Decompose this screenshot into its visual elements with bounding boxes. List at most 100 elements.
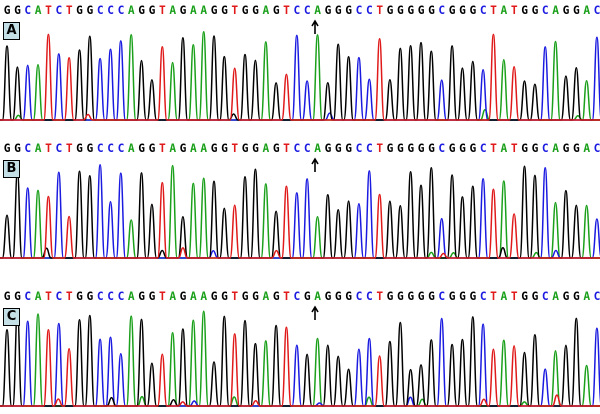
base-call: G — [521, 290, 528, 303]
base-call: G — [324, 290, 332, 303]
base-call: G — [324, 4, 332, 17]
base-call: G — [138, 4, 145, 17]
base-call: G — [252, 290, 259, 303]
trace-channel-c — [0, 317, 600, 407]
base-call: A — [500, 290, 508, 303]
base-call: G — [148, 142, 156, 155]
base-call: A — [190, 4, 197, 17]
base-call: C — [303, 142, 311, 155]
base-call: C — [541, 142, 549, 155]
base-call: G — [448, 290, 456, 303]
base-call: C — [479, 142, 487, 155]
base-call: G — [397, 4, 404, 17]
base-call: A — [200, 290, 207, 303]
trace-channel-g — [0, 311, 600, 407]
base-call: G — [407, 4, 414, 17]
trace-channel-t — [0, 181, 600, 259]
base-call: G — [469, 4, 477, 17]
base-call: G — [221, 290, 228, 303]
base-call: C — [55, 4, 63, 17]
base-call: C — [293, 142, 301, 155]
base-call: A — [34, 290, 42, 303]
base-call: A — [190, 142, 197, 155]
base-call: C — [593, 142, 600, 155]
base-call: G — [221, 4, 228, 17]
base-call: C — [107, 4, 114, 17]
trace-channel-t — [0, 33, 600, 121]
base-call: G — [86, 142, 94, 155]
base-call: A — [190, 290, 197, 303]
base-call: G — [221, 142, 228, 155]
trace-channel-t — [0, 326, 600, 407]
trace-channel-a — [0, 31, 600, 121]
base-call: G — [459, 290, 466, 303]
base-call: G — [303, 290, 311, 303]
base-call: G — [138, 290, 145, 303]
base-call: C — [365, 4, 373, 17]
base-call: G — [241, 290, 249, 303]
base-call: A — [127, 4, 135, 17]
base-call: A — [262, 290, 270, 303]
base-call: G — [86, 4, 94, 17]
base-call: G — [572, 290, 580, 303]
base-call: G — [572, 4, 580, 17]
base-call: G — [345, 290, 352, 303]
base-call: T — [510, 290, 518, 303]
base-call: G — [531, 4, 539, 17]
base-call: G — [334, 142, 342, 155]
base-call: G — [397, 290, 404, 303]
base-call: C — [365, 142, 373, 155]
base-call: G — [252, 4, 259, 17]
base-call: G — [3, 4, 11, 17]
base-call: G — [210, 142, 218, 155]
base-call: T — [376, 142, 383, 155]
base-call: G — [521, 142, 528, 155]
base-call: A — [169, 4, 176, 17]
base-call: A — [200, 4, 207, 17]
base-call: C — [293, 290, 301, 303]
base-call: T — [510, 142, 518, 155]
base-call: G — [469, 142, 477, 155]
base-call: C — [96, 4, 104, 17]
base-call: G — [407, 142, 414, 155]
base-call: C — [593, 4, 600, 17]
base-call: C — [438, 142, 445, 155]
base-call: C — [55, 142, 63, 155]
base-call: G — [334, 4, 342, 17]
base-call: T — [283, 4, 290, 17]
chromatogram-trace — [0, 310, 600, 407]
base-call: T — [490, 4, 497, 17]
base-call: G — [469, 290, 477, 303]
base-call: G — [459, 4, 466, 17]
base-call: T — [510, 4, 518, 17]
base-call: A — [583, 290, 590, 303]
base-call: A — [127, 290, 135, 303]
base-call: C — [117, 4, 125, 17]
base-call: G — [3, 142, 11, 155]
base-call: C — [293, 4, 301, 17]
base-call: A — [34, 4, 42, 17]
base-call: A — [552, 4, 559, 17]
base-call: T — [231, 290, 238, 303]
base-call: G — [397, 142, 404, 155]
base-call: T — [283, 290, 290, 303]
base-call: G — [272, 290, 280, 303]
base-call: A — [552, 290, 559, 303]
base-call: T — [158, 4, 166, 17]
base-call: C — [107, 290, 114, 303]
base-call: G — [562, 290, 570, 303]
base-call: G — [138, 142, 145, 155]
base-call: G — [3, 290, 11, 303]
base-call: G — [345, 4, 352, 17]
base-call: A — [500, 142, 508, 155]
mutation-arrow-icon — [310, 19, 319, 34]
base-call: T — [45, 4, 52, 17]
base-call: G — [531, 290, 539, 303]
base-call: T — [65, 4, 73, 17]
panel-label: B — [3, 160, 20, 178]
base-call: G — [562, 142, 570, 155]
base-call: C — [355, 142, 363, 155]
